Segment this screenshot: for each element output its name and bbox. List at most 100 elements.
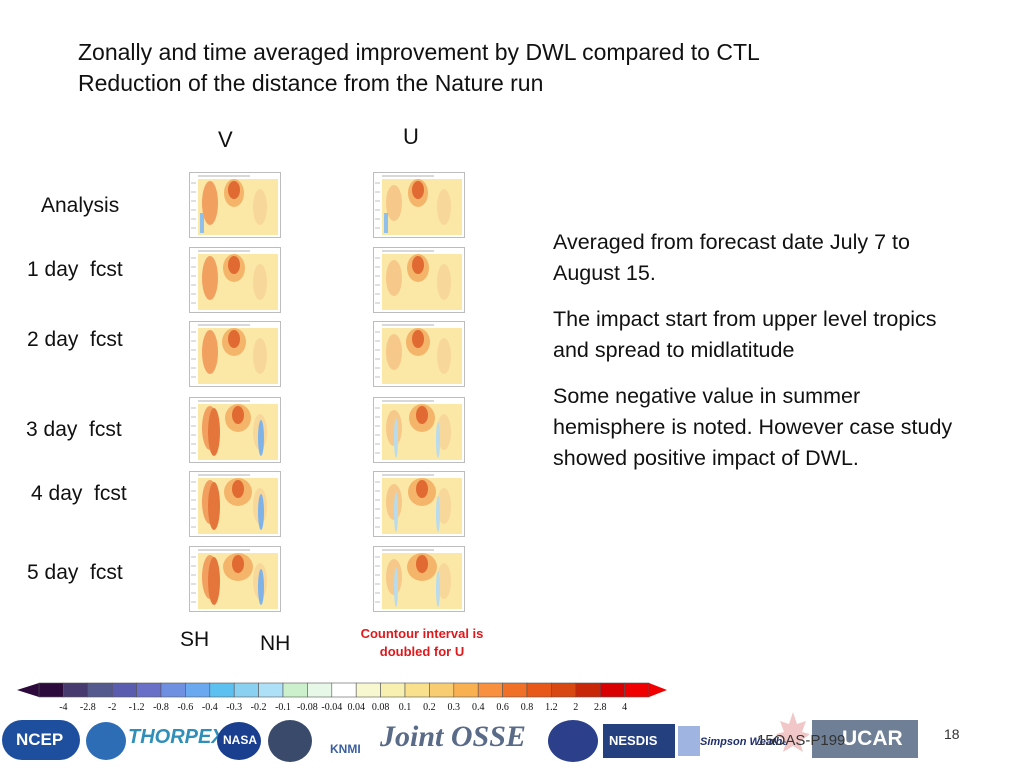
colorbar-tick: -0.04	[321, 702, 343, 713]
colorbar-cell	[404, 682, 430, 698]
colorbar-tick: 0.1	[398, 702, 412, 713]
ucar-logo-icon: UCAR	[812, 720, 918, 758]
colorbar-cell	[209, 682, 235, 698]
page-number: 18	[944, 726, 960, 742]
colorbar-left-arrow	[17, 683, 39, 697]
colorbar-cell	[307, 682, 333, 698]
colorbar-tick: -1.2	[128, 702, 145, 713]
axis-label-sh: SH	[180, 628, 210, 651]
note-averaging-period: Averaged from forecast date July 7 to Au…	[553, 230, 910, 285]
colorbar-cell	[87, 682, 113, 698]
colorbar-tick: -0.08	[296, 702, 318, 713]
impact-panel-u-row-0	[373, 172, 465, 238]
colorbar-tick: 0.8	[520, 702, 534, 713]
colorbar-cell	[599, 682, 625, 698]
colorbar-cell	[233, 682, 259, 698]
nasa-logo-icon: NASA	[217, 722, 261, 760]
contour-note-line-1: Countour interval is	[360, 626, 484, 641]
colorbar-cell	[380, 682, 406, 698]
colorbar	[17, 682, 667, 698]
colorbar-tick: -4	[59, 702, 68, 713]
sponsor-logo-strip: NCEP THORPEX NASA KNMI Joint OSSE NESDIS…	[0, 712, 1024, 768]
colorbar-tick: 4	[622, 702, 628, 713]
row-label-1day: 1 day fcst	[27, 258, 123, 281]
colorbar-cell	[63, 682, 89, 698]
colorbar-cell	[624, 682, 650, 698]
state-shape-icon	[678, 726, 700, 756]
colorbar-cell	[331, 682, 357, 698]
colorbar-tick: -0.3	[226, 702, 243, 713]
notes-text: Averaged from forecast date July 7 to Au…	[553, 227, 973, 489]
esrl-globe-icon	[268, 720, 312, 762]
maple-leaf-icon	[776, 712, 810, 756]
ncep-logo-icon: NCEP	[2, 720, 80, 760]
column-label-v: V	[218, 127, 233, 152]
contour-note-line-2: doubled for U	[379, 644, 465, 659]
impact-panel-v-row-0	[189, 172, 281, 238]
axis-label-nh: NH	[260, 632, 291, 655]
colorbar-tick: 2	[573, 702, 579, 713]
colorbar-tick: -0.2	[250, 702, 267, 713]
impact-panel-v-row-5	[189, 546, 281, 612]
colorbar-tick: 0.08	[371, 702, 390, 713]
row-label-4day: 4 day fcst	[31, 482, 127, 505]
note-negative-values: Some negative value in summer hemisphere…	[553, 384, 953, 470]
contour-interval-note: Countour interval is doubled for U	[336, 625, 508, 661]
title-line-1: Zonally and time averaged improvement by…	[78, 39, 760, 65]
colorbar-cell	[111, 682, 137, 698]
note-impact-spread: The impact start from upper level tropic…	[553, 307, 937, 362]
colorbar-cell	[160, 682, 186, 698]
impact-panel-u-row-2	[373, 321, 465, 387]
colorbar-cell	[551, 682, 577, 698]
colorbar-tick: -0.6	[177, 702, 194, 713]
knmi-logo: KNMI	[330, 742, 361, 756]
colorbar-tick: 0.6	[496, 702, 509, 713]
colorbar-tick: 0.2	[423, 702, 436, 713]
nesdis-logo-icon: NESDIS	[603, 724, 675, 758]
colorbar-cell	[575, 682, 601, 698]
joint-osse-logo: Joint OSSE	[380, 720, 526, 753]
colorbar-tick: 0.3	[447, 702, 461, 713]
colorbar-cell	[429, 682, 455, 698]
column-label-u: U	[403, 124, 419, 149]
impact-panel-u-row-4	[373, 471, 465, 537]
colorbar-tick: -0.1	[275, 702, 291, 713]
colorbar-tick: 0.04	[347, 702, 365, 713]
impact-panel-v-row-2	[189, 321, 281, 387]
impact-panel-u-row-3	[373, 397, 465, 463]
colorbar-right-arrow	[649, 683, 667, 697]
row-label-2day: 2 day fcst	[27, 328, 123, 351]
impact-panel-u-row-1	[373, 247, 465, 313]
row-label-analysis: Analysis	[41, 194, 120, 217]
row-label-5day: 5 day fcst	[27, 561, 123, 584]
impact-panel-v-row-3	[189, 397, 281, 463]
colorbar-cell	[477, 682, 503, 698]
colorbar-cell	[185, 682, 211, 698]
colorbar-cell	[38, 682, 64, 698]
colorbar-tick: 2.8	[593, 702, 607, 713]
colorbar-tick: -0.4	[201, 702, 218, 713]
colorbar-tick: 1.2	[545, 702, 558, 713]
colorbar-tick-labels: -4 -2.8 -2 -1.2 -0.8 -0.6 -0.4 -0.3 -0.2 -0.1 -0.0…	[17, 702, 667, 718]
colorbar-cell	[526, 682, 552, 698]
colorbar-cell	[502, 682, 528, 698]
noaa-logo-icon	[86, 722, 126, 760]
title-line-2: Reduction of the distance from the Natur…	[78, 70, 544, 96]
colorbar-tick: -2.8	[79, 702, 96, 713]
impact-panel-v-row-4	[189, 471, 281, 537]
slide-code: 15OAS-P199	[757, 732, 846, 749]
impact-panel-v-row-1	[189, 247, 281, 313]
slide-title: Zonally and time averaged improvement by…	[78, 37, 760, 99]
row-label-3day: 3 day fcst	[26, 418, 122, 441]
colorbar-cell	[453, 682, 479, 698]
colorbar-tick: -0.8	[153, 702, 169, 713]
noaa-emblem-icon	[548, 720, 598, 762]
colorbar-cell	[136, 682, 162, 698]
colorbar-cell	[355, 682, 381, 698]
colorbar-tick: -2	[108, 702, 117, 713]
colorbar-cell	[258, 682, 284, 698]
impact-panel-u-row-5	[373, 546, 465, 612]
thorpex-logo: THORPEX	[128, 726, 225, 748]
colorbar-tick: 0.4	[471, 702, 485, 713]
simpson-weather-logo: Simpson Weather	[700, 736, 793, 748]
